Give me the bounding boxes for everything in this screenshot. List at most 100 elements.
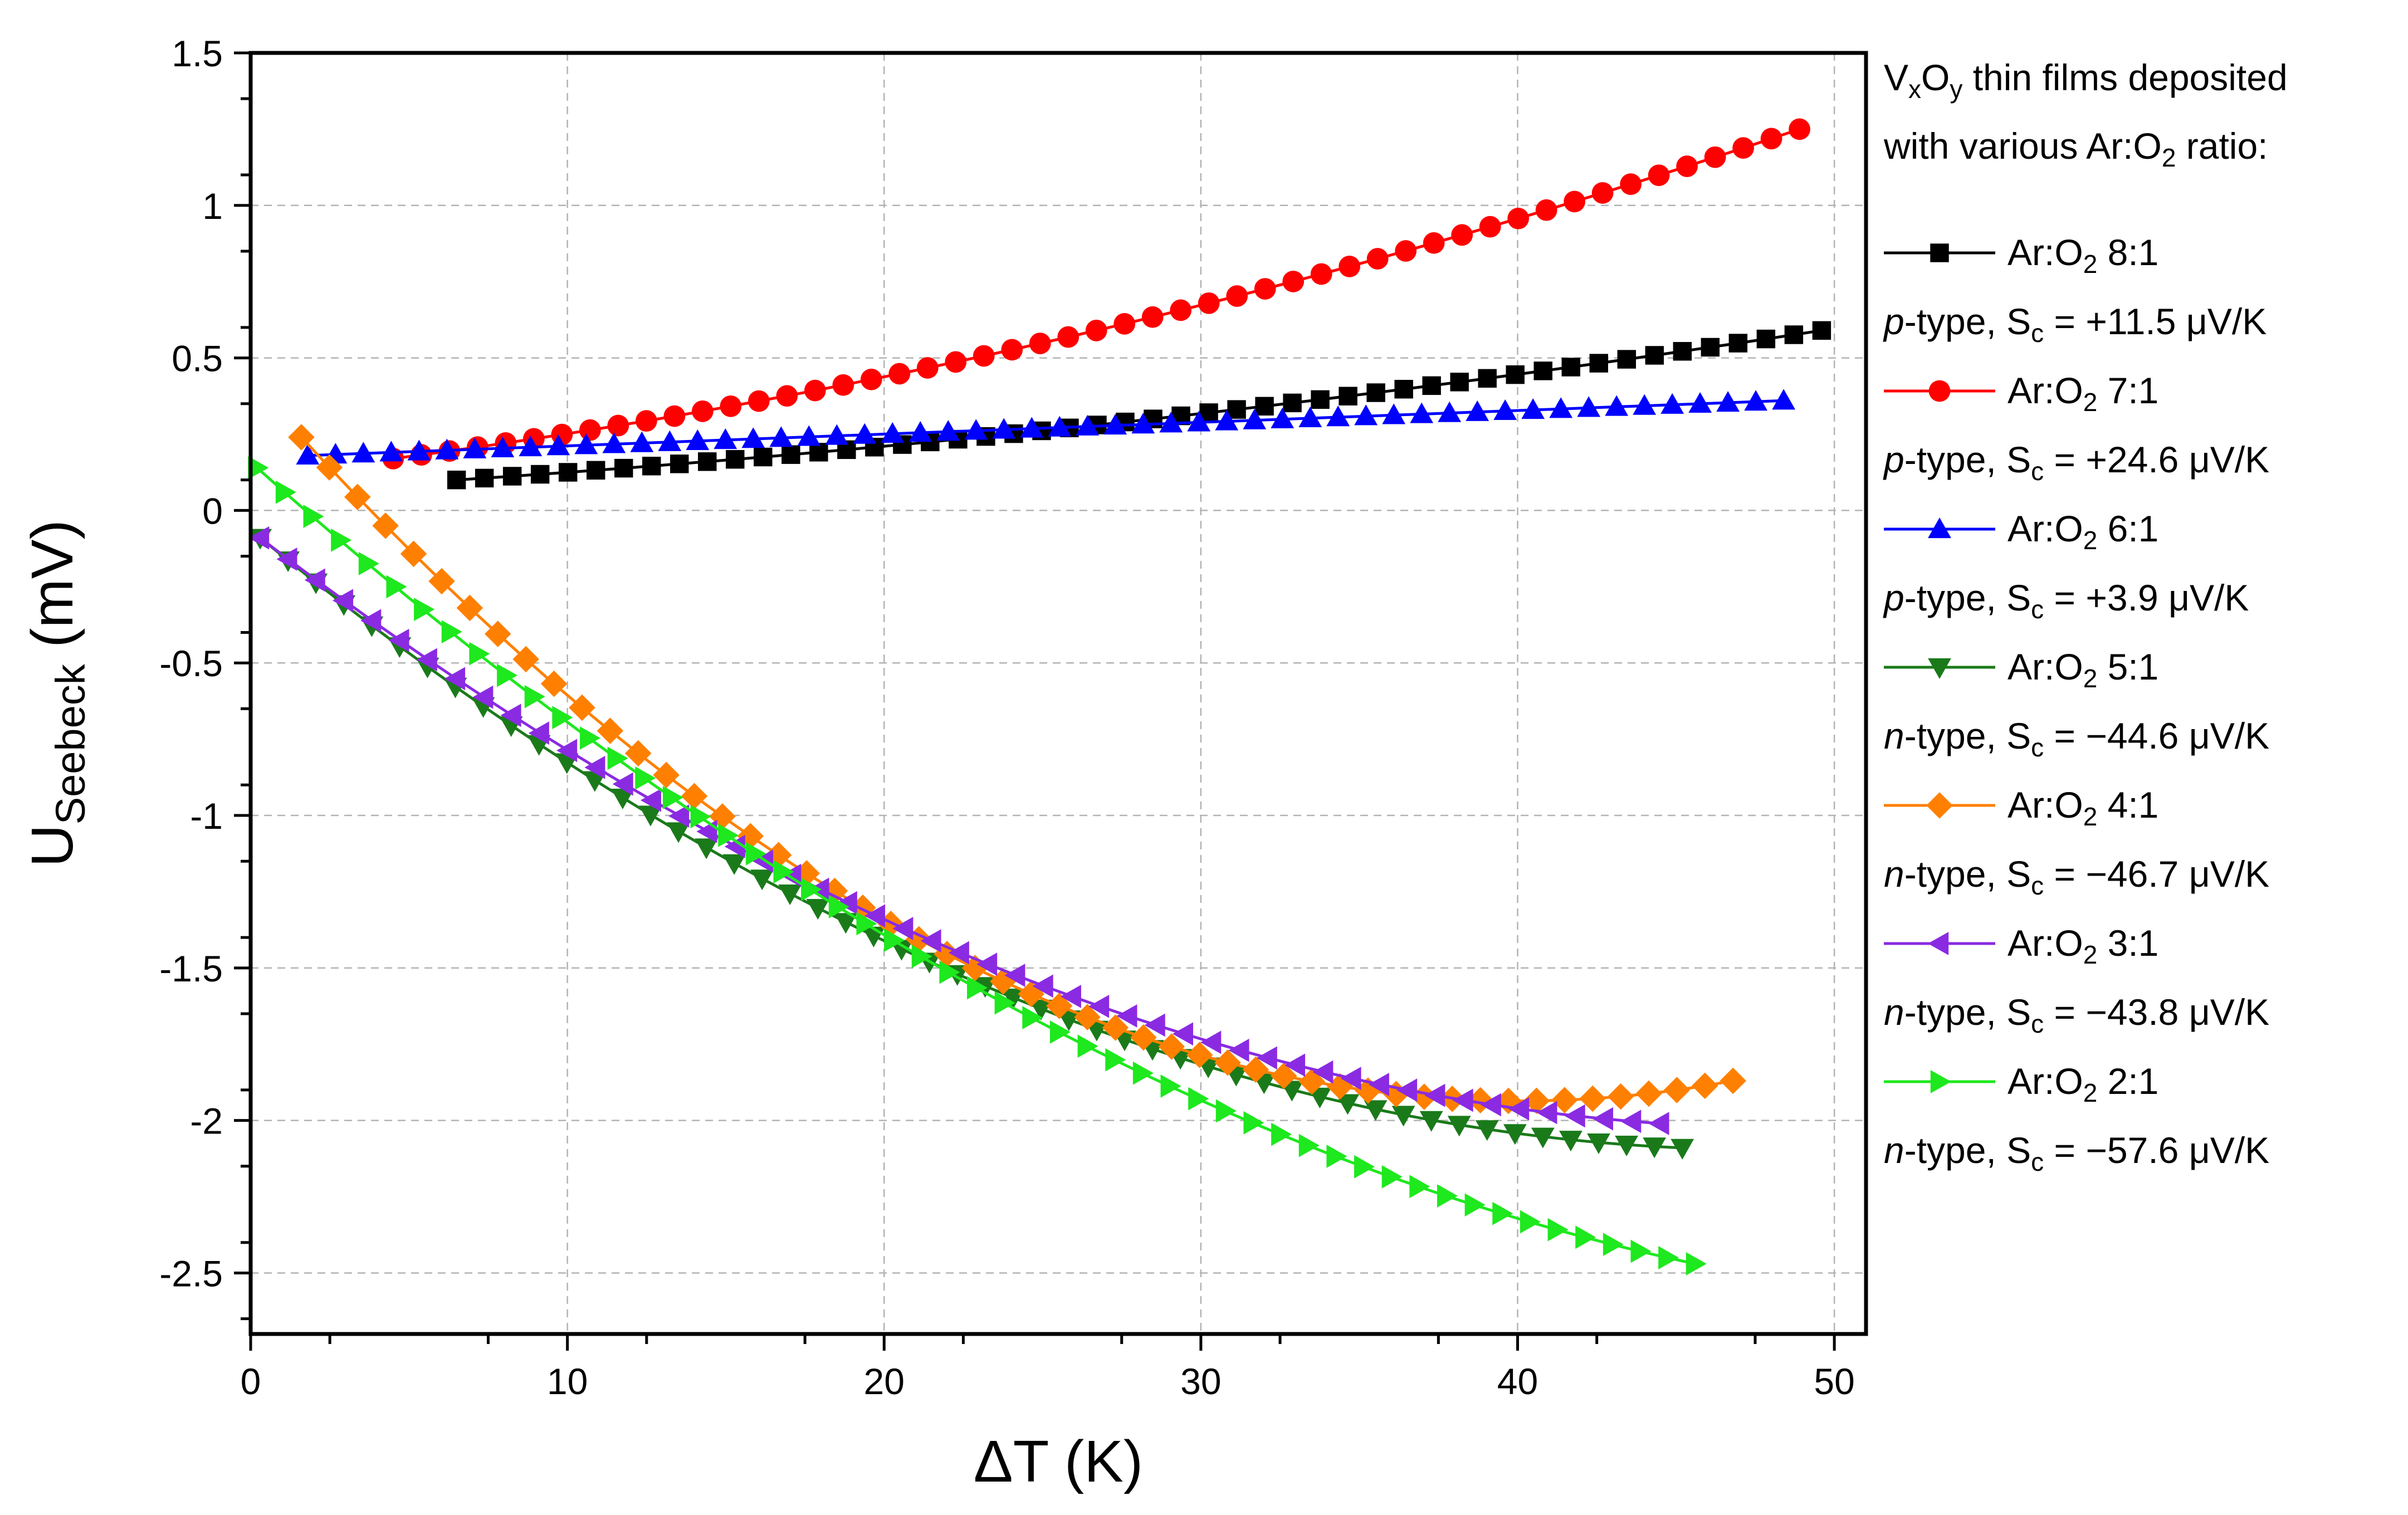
data-point [1660,393,1684,414]
data-point [475,468,494,488]
data-point [1057,1010,1081,1032]
data-point [726,449,745,469]
data-point [610,788,634,810]
x-tick-label: 30 [1180,1361,1221,1402]
data-point [667,822,690,843]
legend-note: n-type, Sc = −43.8 μV/K [1884,991,2269,1038]
data-point [1643,1137,1667,1159]
data-point [1311,390,1330,409]
legend-label: Ar:O2 4:1 [2008,784,2158,831]
data-point [556,739,578,763]
data-point [1366,248,1389,270]
data-point [964,419,988,440]
data-point [832,374,854,396]
data-point [695,838,718,859]
data-point [939,960,960,984]
legend-note: p-type, Sc = +3.9 μV/K [1883,577,2249,624]
data-point [888,363,911,385]
data-point [1188,1087,1209,1111]
data-point [248,526,270,550]
data-point [1704,146,1726,168]
series-3 [248,529,1694,1160]
data-point [1170,299,1192,321]
legend-note: n-type, Sc = −44.6 μV/K [1884,715,2269,762]
series-0 [447,321,1831,490]
data-point [916,357,939,379]
axis-ticks: 0 10 20 30 40 50 1.5 1 0.5 0 -0.5 -1 -1.5 -2 -2.5 [159,33,1855,1402]
data-point [1032,974,1053,998]
data-point [463,437,487,458]
legend-note: n-type, Sc = −46.7 μV/K [1884,853,2269,900]
data-point [1520,1210,1541,1234]
data-point [607,746,628,770]
data-point [750,869,774,891]
data-point [1523,1087,1550,1115]
data-point [892,917,914,940]
data-point [1242,1056,1269,1083]
data-point [316,454,343,481]
data-point [288,424,315,451]
data-point [884,928,905,952]
data-point [801,877,822,901]
x-axis-title: ΔT (K) [974,1429,1143,1494]
data-point [388,628,409,652]
data-point [1368,1073,1389,1096]
data-point [579,419,601,441]
data-point [1022,1006,1043,1030]
data-point [1326,1145,1347,1168]
data-point [1492,1201,1513,1225]
data-point [502,467,522,486]
data-point [1760,128,1782,150]
data-point [1521,398,1545,419]
data-point [1603,1233,1624,1257]
x-tick-label: 10 [547,1361,588,1402]
data-point [1243,1111,1264,1135]
data-point [414,598,435,622]
data-point [797,425,821,446]
data-point [574,433,598,454]
data-point [1561,358,1580,377]
data-point [1186,1042,1213,1068]
legend-marker [1926,792,1953,819]
data-point [1158,1033,1185,1060]
y-axis-title-sub: Seebeck [47,663,94,824]
data-point [1102,1014,1129,1041]
data-point [1686,1252,1707,1275]
data-point [1812,321,1831,340]
data-point [1549,397,1573,418]
data-point [1605,395,1629,416]
data-point [639,805,662,827]
legend-header-line2: with various Ar:O2 ratio: [1883,125,2268,172]
y-axis-title: USeebeck (mV) [19,520,94,867]
legend-header-line1: VxOy thin films deposited [1884,57,2288,104]
legend-entry-3: Ar:O2 5:1 n-type, Sc = −44.6 μV/K [1884,646,2269,762]
data-point [1480,1093,1501,1117]
data-point [860,368,882,390]
data-point [358,552,379,575]
data-point [1200,1030,1222,1054]
data-point [1382,403,1406,424]
data-point [1422,376,1441,395]
data-point [485,620,511,647]
y-tick-label: 0.5 [172,338,223,379]
data-point [1784,325,1804,344]
legend-marker [1928,932,1949,955]
data-point [275,480,296,504]
data-point [1728,334,1748,353]
legend-label: Ar:O2 5:1 [2008,646,2158,693]
data-point [1533,361,1552,380]
data-point [1559,1131,1582,1152]
data-point [1720,1067,1746,1094]
data-point [720,395,742,417]
legend-entry-6: Ar:O2 2:1 n-type, Sc = −57.6 μV/K [1884,1060,2269,1176]
data-point [512,646,539,673]
data-point [748,390,770,412]
data-point [612,772,633,796]
data-point [1607,1083,1634,1110]
data-point [552,706,573,730]
data-point [584,755,605,779]
data-point [936,420,960,441]
data-point [1591,182,1614,204]
data-point [806,899,830,920]
data-point [1535,199,1557,221]
